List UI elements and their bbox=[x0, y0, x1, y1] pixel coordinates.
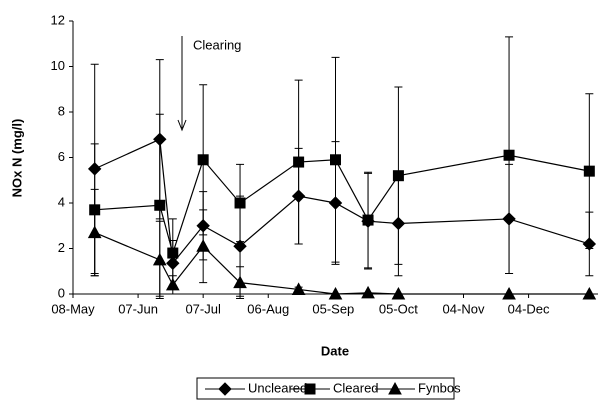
y-tick-label: 12 bbox=[51, 12, 65, 27]
legend-box bbox=[196, 377, 455, 400]
annotation-arrowhead bbox=[177, 119, 187, 132]
marker bbox=[304, 383, 316, 395]
marker bbox=[293, 156, 305, 168]
marker bbox=[583, 165, 595, 177]
marker bbox=[165, 277, 180, 291]
marker bbox=[503, 149, 515, 161]
marker bbox=[388, 381, 402, 395]
marker bbox=[391, 286, 406, 300]
marker bbox=[152, 252, 167, 266]
y-tick-label: 2 bbox=[58, 240, 65, 255]
x-tick-label: 07-Jun bbox=[118, 301, 158, 316]
y-tick-label: 10 bbox=[51, 58, 65, 73]
y-tick-label: 6 bbox=[58, 149, 65, 164]
legend-label: Uncleared bbox=[248, 380, 307, 395]
x-tick-label: 04-Dec bbox=[508, 301, 550, 316]
marker bbox=[167, 247, 179, 259]
x-tick-label: 06-Aug bbox=[247, 301, 289, 316]
y-tick-label: 8 bbox=[58, 103, 65, 118]
x-axis-label: Date bbox=[321, 343, 349, 358]
marker bbox=[328, 286, 343, 300]
marker bbox=[234, 197, 246, 209]
y-tick-label: 0 bbox=[58, 285, 65, 300]
legend-label: Cleared bbox=[333, 380, 379, 395]
marker bbox=[154, 199, 166, 211]
line bbox=[94, 154, 590, 256]
marker bbox=[218, 382, 232, 396]
marker bbox=[233, 275, 247, 289]
x-tick-label: 05-Sep bbox=[312, 301, 354, 316]
annotation: Clearing bbox=[193, 37, 241, 52]
x-tick-label: 05-Oct bbox=[379, 301, 418, 316]
x-tick-label: 04-Nov bbox=[443, 301, 485, 316]
marker bbox=[291, 282, 306, 295]
marker bbox=[361, 285, 375, 299]
marker bbox=[233, 239, 247, 253]
y-tick-label: 4 bbox=[58, 194, 65, 209]
marker bbox=[197, 154, 209, 166]
marker bbox=[502, 286, 516, 300]
y-axis-label: NOx N (mg/l) bbox=[9, 119, 24, 198]
marker bbox=[87, 225, 102, 239]
marker bbox=[330, 154, 341, 166]
marker bbox=[392, 170, 404, 182]
line bbox=[94, 138, 590, 265]
marker bbox=[196, 239, 211, 252]
legend-label: Fynbos bbox=[418, 380, 461, 395]
marker bbox=[582, 286, 597, 300]
x-tick-label: 07-Jul bbox=[185, 301, 221, 316]
marker bbox=[362, 214, 374, 226]
x-tick-label: 08-May bbox=[51, 301, 95, 316]
